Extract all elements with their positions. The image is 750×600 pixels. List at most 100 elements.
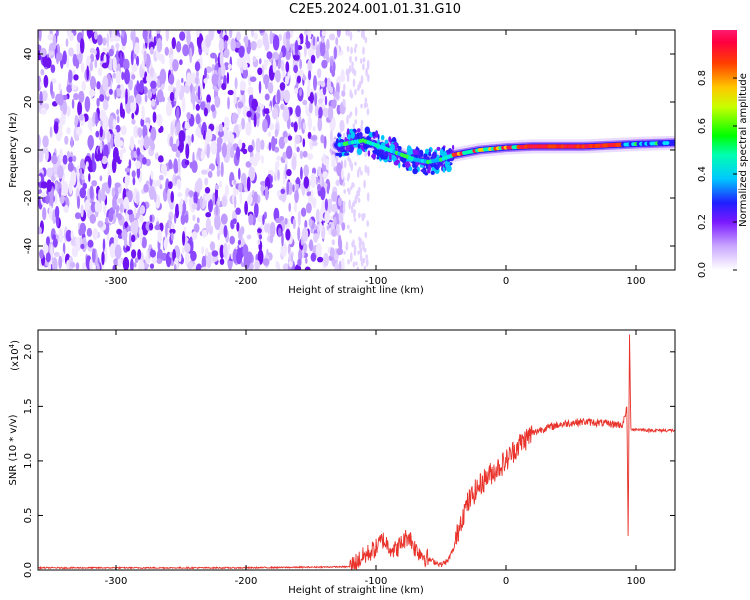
spectrogram-noise-cell — [40, 107, 47, 115]
spectrogram-noise-cell — [189, 47, 193, 64]
colorbar-tick-label: 0.0 — [697, 262, 708, 278]
spectrogram-noise-cell — [346, 73, 350, 83]
spectrogram-noise-cell — [205, 247, 209, 257]
spectrogram-noise-cell — [357, 191, 361, 197]
spectrogram-noise-cell — [295, 105, 301, 118]
spectrogram-noise-cell — [359, 246, 363, 256]
spectrogram-signal-cell — [356, 147, 363, 156]
spectrogram-noise-cell — [253, 32, 258, 41]
spectrogram-noise-cell — [70, 230, 74, 240]
spectrogram-noise-cell — [243, 36, 249, 44]
spectrogram-signal-cell — [343, 152, 350, 156]
spectrogram-signal-cell — [402, 163, 406, 168]
snr-series — [38, 334, 675, 570]
spectrogram-noise-cell — [119, 203, 124, 214]
spectrogram-noise-cell — [234, 41, 241, 49]
spectrogram-signal-cell — [358, 131, 363, 139]
spectrogram-x-tick-label: -100 — [365, 276, 388, 287]
spectrogram-noise-cell — [281, 232, 284, 247]
spectrogram-noise-cell — [101, 155, 108, 165]
spectrogram-noise-cell — [346, 115, 349, 125]
spectrogram-noise-cell — [338, 212, 343, 224]
spectrogram-noise-cell — [278, 136, 286, 149]
spectrogram-noise-cell — [61, 181, 69, 197]
spectrogram-noise-cell — [336, 248, 344, 256]
spectrogram-noise-cell — [288, 260, 293, 268]
spectrogram-noise-cell — [272, 51, 279, 61]
spectrogram-noise-cell — [112, 72, 117, 79]
spectrogram-noise-cell — [66, 84, 73, 93]
spectrogram-noise-cell — [311, 140, 318, 147]
spectrogram-noise-cell — [222, 127, 229, 143]
spectrogram-noise-cell — [357, 250, 360, 255]
spectrogram-noise-cell — [76, 42, 81, 55]
spectrogram-noise-cell — [216, 168, 221, 177]
spectrogram-noise-cell — [247, 144, 254, 153]
spectrogram-signal-cell — [406, 145, 412, 154]
spectrogram-noise-cell — [286, 169, 292, 177]
spectrogram-noise-cell — [331, 154, 336, 166]
spectrogram-noise-cell — [259, 58, 262, 65]
spectrogram-noise-cell — [143, 183, 149, 193]
spectrogram-noise-cell — [335, 91, 340, 101]
spectrogram-signal-cell — [366, 135, 372, 141]
spectrogram-noise-cell — [48, 50, 55, 56]
spectrogram-noise-cell — [131, 234, 136, 243]
spectrogram-noise-cell — [203, 107, 208, 117]
spectrogram-noise-cell — [102, 37, 107, 46]
spectrogram-noise-cell — [259, 30, 264, 34]
spectrogram-noise-cell — [361, 88, 364, 95]
spectrogram-signal-cell — [353, 144, 359, 148]
spectrogram-x-tick-label: 100 — [626, 276, 645, 287]
spectrogram-noise-cell — [58, 187, 62, 198]
spectrogram-noise-cell — [262, 214, 265, 226]
spectrogram-signal-cell — [426, 169, 431, 174]
spectrogram-noise-cell — [267, 131, 272, 137]
spectrogram-noise-cell — [345, 244, 348, 251]
spectrogram-noise-cell — [176, 138, 180, 147]
spectrogram-noise-cell — [94, 58, 98, 69]
spectrogram-noise-cell — [238, 138, 243, 150]
spectrogram-noise-cell — [131, 63, 138, 72]
spectrogram-noise-cell — [131, 112, 135, 120]
spectrogram-noise-cell — [325, 48, 329, 63]
spectrogram-noise-cell — [123, 58, 130, 71]
snr-frame — [37, 329, 676, 571]
spectrogram-signal-cell — [421, 162, 425, 166]
spectrogram-noise-cell — [101, 251, 105, 266]
spectrogram-noise-cell — [196, 177, 203, 192]
spectrogram-noise-cell — [115, 70, 121, 85]
spectrogram-noise-cell — [253, 201, 259, 218]
spectrogram-noise-cell — [135, 160, 141, 169]
spectrogram-noise-cell — [234, 77, 238, 90]
spectrogram-noise-cell — [310, 252, 317, 262]
spectrogram-noise-cell — [107, 175, 112, 189]
spectrogram-noise-cell — [275, 160, 280, 169]
spectrogram-noise-cell — [68, 156, 73, 163]
spectrogram-noise-cell — [240, 226, 245, 235]
spectrogram-noise-cell — [260, 103, 264, 110]
spectrogram-noise-cell — [227, 96, 230, 110]
spectrogram-noise-cell — [161, 96, 165, 103]
snr-y-tick-label: 1.5 — [23, 398, 34, 414]
spectrogram-noise-cell — [171, 37, 176, 50]
spectrogram-noise-cell — [366, 220, 370, 227]
spectrogram-noise-cell — [191, 202, 198, 210]
spectrogram-noise-cell — [349, 55, 352, 64]
spectrogram-noise-cell — [67, 161, 74, 172]
spectrogram-noise-cell — [223, 34, 229, 42]
spectrogram-noise-cell — [86, 65, 89, 81]
spectrogram-noise-cell — [187, 261, 194, 270]
spectrogram-noise-cell — [89, 120, 93, 133]
spectrogram-signal-cell — [384, 139, 389, 145]
spectrogram-noise-cell — [347, 259, 350, 265]
colorbar-tick-label: 0.2 — [697, 214, 708, 230]
spectrogram-noise-cell — [113, 128, 117, 136]
spectrogram-noise-cell — [195, 113, 201, 125]
spectrogram-noise-cell — [318, 106, 323, 119]
spectrogram-noise-cell — [302, 122, 306, 131]
spectrogram-noise-cell — [264, 93, 270, 101]
spectrogram-noise-cell — [92, 159, 96, 173]
spectrogram-noise-cell — [242, 68, 249, 79]
spectrogram-noise-cell — [193, 223, 200, 234]
